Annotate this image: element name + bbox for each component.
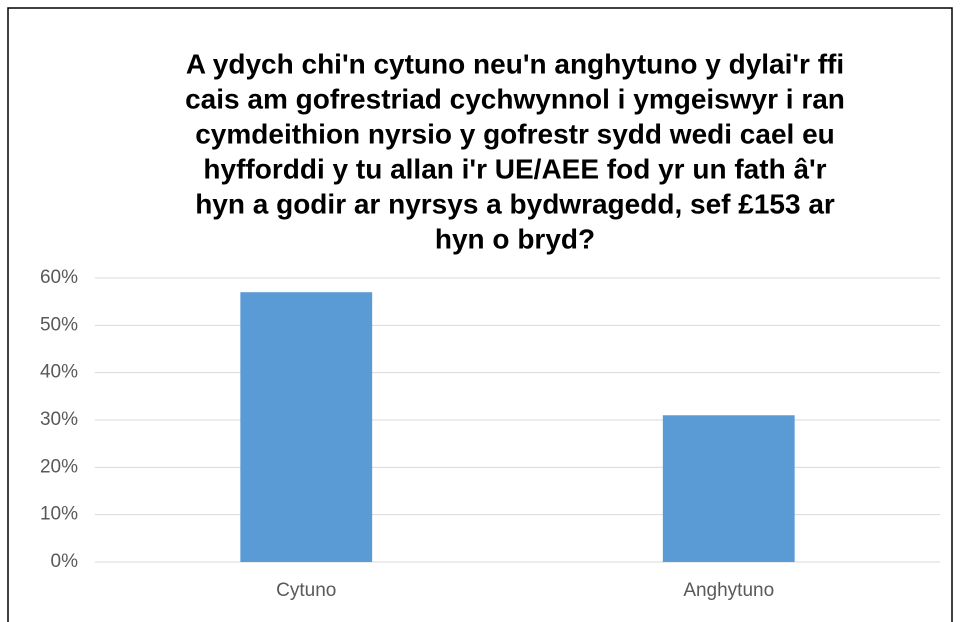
y-tick-label: 60% (40, 267, 78, 288)
y-tick-label: 20% (40, 456, 78, 477)
chart-title: hyn o bryd? (435, 223, 595, 254)
chart-title: hyfforddi y tu allan i'r UE/AEE fod yr u… (203, 153, 826, 184)
bar (662, 415, 795, 562)
chart-title: cais am gofrestriad cychwynnol i ymgeisw… (185, 83, 845, 114)
y-tick-label: 40% (40, 362, 78, 383)
y-tick-label: 0% (51, 551, 79, 572)
chart-frame (7, 7, 953, 622)
chart-title: A ydych chi'n cytuno neu'n anghytuno y d… (186, 48, 844, 79)
y-tick-label: 30% (40, 409, 78, 430)
chart-title: cymdeithion nyrsio y gofrestr sydd wedi … (195, 118, 835, 149)
x-tick-label: Anghytuno (683, 580, 774, 601)
chart-title: hyn a godir ar nyrsys a bydwragedd, sef … (195, 188, 835, 219)
y-tick-label: 50% (40, 314, 78, 335)
x-tick-label: Cytuno (276, 580, 336, 601)
bar (240, 292, 373, 562)
y-tick-label: 10% (40, 504, 78, 525)
